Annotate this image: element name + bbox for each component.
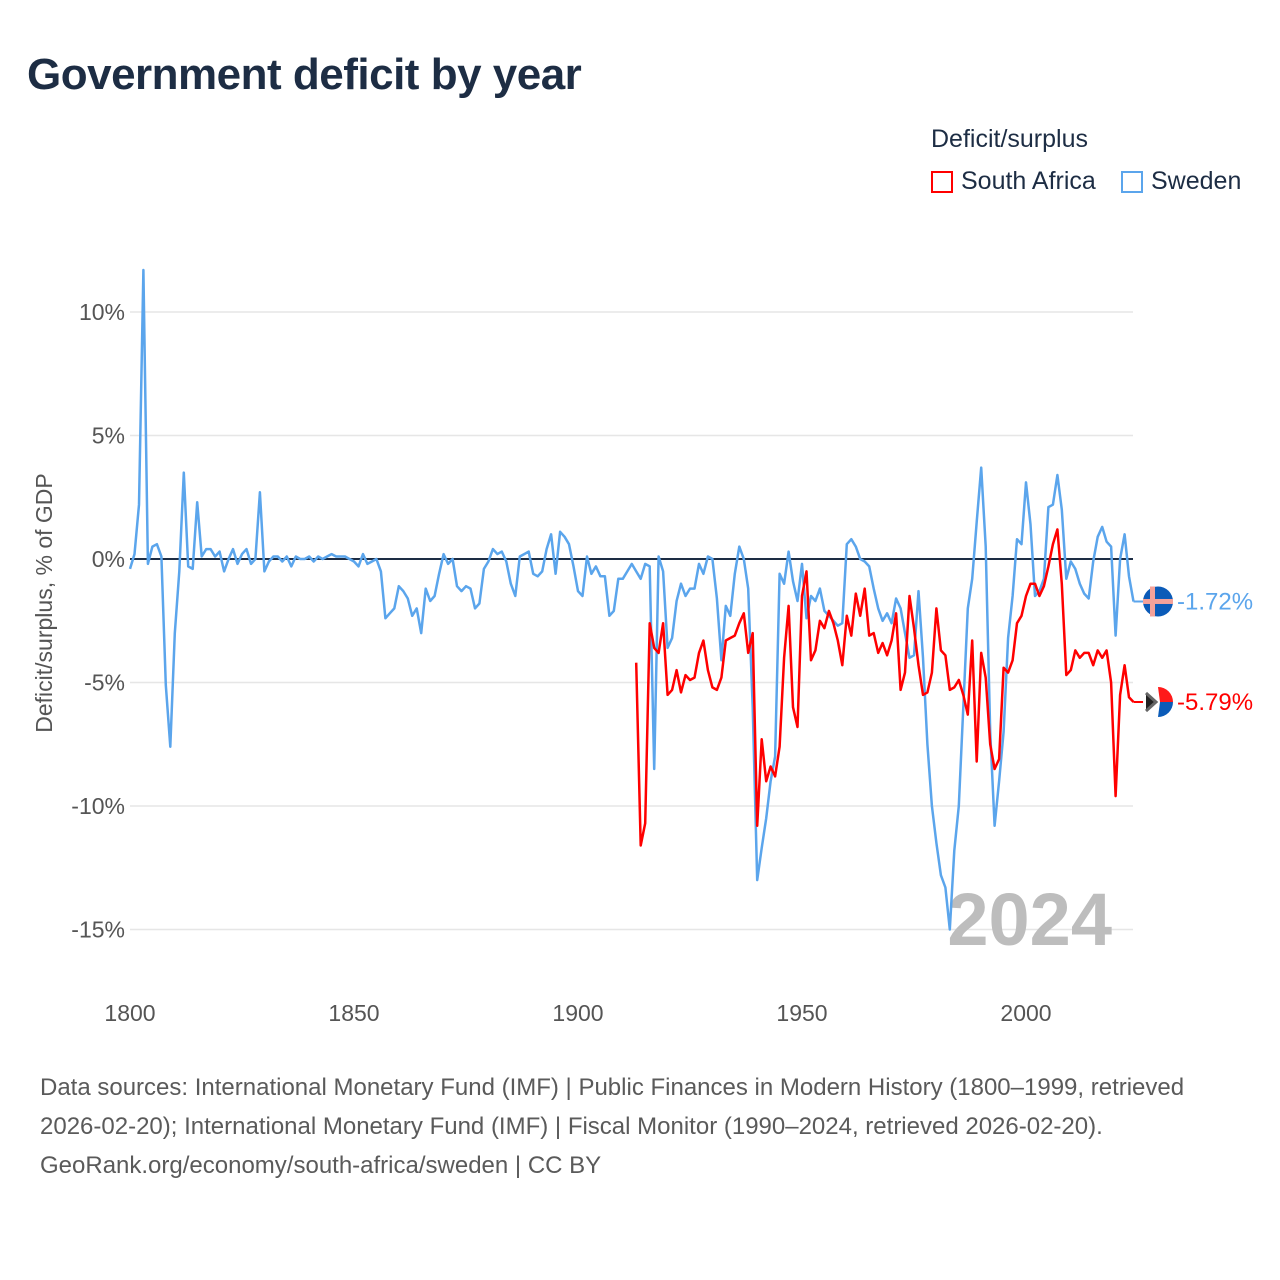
legend-swatch: [931, 170, 953, 193]
data-sources: Data sources: International Monetary Fun…: [40, 1074, 1185, 1140]
x-tick-label: 1950: [776, 1000, 827, 1026]
south-africa-flag-icon: [1143, 687, 1173, 718]
legend-item-south-africa[interactable]: South Africa: [931, 167, 1096, 196]
end-value-label-south-africa: -5.79%: [1177, 689, 1253, 716]
credit-link[interactable]: GeoRank.org/economy/south-africa/sweden …: [40, 1152, 602, 1179]
chart-title: Government deficit by year: [27, 50, 582, 99]
y-tick-label: -15%: [71, 917, 125, 943]
x-tick-label: 2000: [1000, 1000, 1051, 1026]
x-tick-label: 1850: [328, 1000, 379, 1026]
year-watermark: 2024: [947, 878, 1112, 961]
y-tick-label: 0%: [92, 546, 125, 572]
y-tick-label: -5%: [84, 670, 125, 696]
end-value-label-sweden: -1.72%: [1177, 588, 1253, 615]
legend-title: Deficit/surplus: [931, 125, 1088, 153]
x-tick-label: 1900: [552, 1000, 603, 1026]
footer: Data sources: International Monetary Fun…: [40, 1068, 1240, 1185]
plot-area: 10% 5% 0% -5% -10% -15% 1800 1850 1900 1950 2000 2…: [31, 268, 1253, 1026]
y-tick-label: 5%: [92, 423, 125, 449]
legend-label: South Africa: [961, 167, 1096, 195]
y-axis-label: Deficit/surplus, % of GDP: [31, 473, 57, 732]
sweden-flag-icon: [1143, 586, 1173, 617]
series-line-south-africa: [634, 528, 1135, 847]
y-tick-label: -10%: [71, 793, 125, 819]
legend-label: Sweden: [1151, 167, 1242, 195]
x-tick-label: 1800: [104, 1000, 155, 1026]
y-tick-label: 10%: [79, 299, 125, 325]
legend-swatch: [1121, 170, 1143, 193]
series-line-sweden: [128, 268, 1135, 931]
legend-item-sweden[interactable]: Sweden: [1121, 167, 1241, 196]
